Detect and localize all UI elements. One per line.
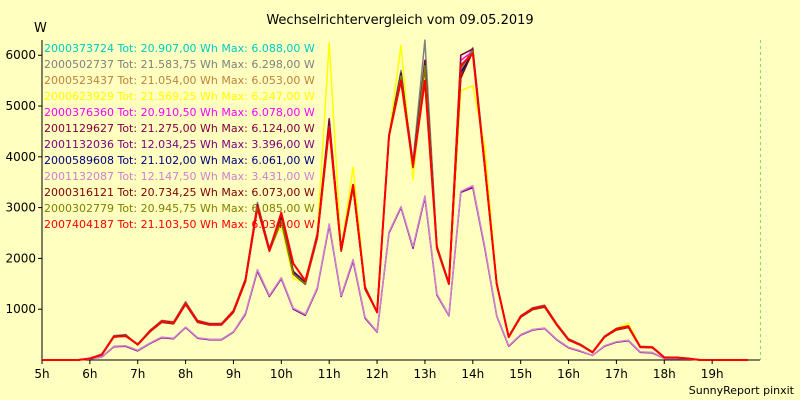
legend-entry: 2001132087 Tot: 12.147,50 Wh Max: 3.431,… [44, 170, 315, 183]
legend-entry: 2000316121 Tot: 20.734,25 Wh Max: 6.073,… [44, 186, 315, 199]
x-tick-label: 18h [653, 367, 676, 381]
x-axis-ticks: 5h 6h 7h 8h 9h 10h 11h 12h 13h 14h 15h 16h 17h 18h 19h [34, 360, 724, 381]
x-tick-label: 7h [130, 367, 145, 381]
legend: 2000373724 Tot: 20.907,00 Wh Max: 6.088,… [44, 42, 315, 231]
series-line [42, 52, 748, 361]
x-tick-label: 11h [318, 367, 341, 381]
plot-area [42, 40, 760, 360]
legend-entry: 2000376360 Tot: 20.910,50 Wh Max: 6.078,… [44, 106, 315, 119]
x-tick-label: 12h [366, 367, 389, 381]
x-tick-label: 9h [226, 367, 241, 381]
legend-entry: 2000589608 Tot: 21.102,00 Wh Max: 6.061,… [44, 154, 315, 167]
series-line [42, 184, 748, 361]
legend-entry: 2001129627 Tot: 21.275,00 Wh Max: 6.124,… [44, 122, 315, 135]
y-tick-label: 3000 [5, 201, 36, 215]
y-axis-label: W [34, 21, 47, 36]
legend-entry: 2001132036 Tot: 12.034,25 Wh Max: 3.396,… [44, 138, 315, 151]
legend-entry: 2007404187 Tot: 21.103,50 Wh Max: 6.034,… [44, 218, 315, 231]
x-tick-label: 19h [701, 367, 724, 381]
y-tick-label: 6000 [5, 48, 36, 62]
y-tick-label: 2000 [5, 251, 36, 265]
y-tick-label: 5000 [5, 99, 36, 113]
legend-entry: 2000502737 Tot: 21.583,75 Wh Max: 6.298,… [44, 58, 315, 71]
y-tick-label: 1000 [5, 302, 36, 316]
series-group [42, 39, 748, 361]
x-tick-label: 14h [461, 367, 484, 381]
chart-title: Wechselrichtervergleich vom 09.05.2019 [266, 13, 533, 28]
x-tick-label: 10h [270, 367, 293, 381]
x-tick-label: 6h [82, 367, 97, 381]
x-tick-label: 13h [413, 367, 436, 381]
legend-entry: 2000623929 Tot: 21.569,25 Wh Max: 6.247,… [44, 90, 315, 103]
x-tick-label: 17h [605, 367, 628, 381]
x-tick-label: 8h [178, 367, 193, 381]
y-tick-label: 4000 [5, 150, 36, 164]
plot-frame [41, 40, 760, 361]
legend-entry: 2000373724 Tot: 20.907,00 Wh Max: 6.088,… [44, 42, 315, 55]
x-tick-label: 5h [34, 367, 49, 381]
x-tick-label: 16h [557, 367, 580, 381]
footer-credit: SunnyReport pinxit [689, 384, 795, 397]
y-axis-ticks: 1000 2000 3000 4000 5000 6000 [5, 48, 42, 316]
legend-entry: 2000523437 Tot: 21.054,00 Wh Max: 6.053,… [44, 74, 315, 87]
x-tick-label: 15h [509, 367, 532, 381]
legend-entry: 2000302779 Tot: 20.945,75 Wh Max: 6.085,… [44, 202, 315, 215]
